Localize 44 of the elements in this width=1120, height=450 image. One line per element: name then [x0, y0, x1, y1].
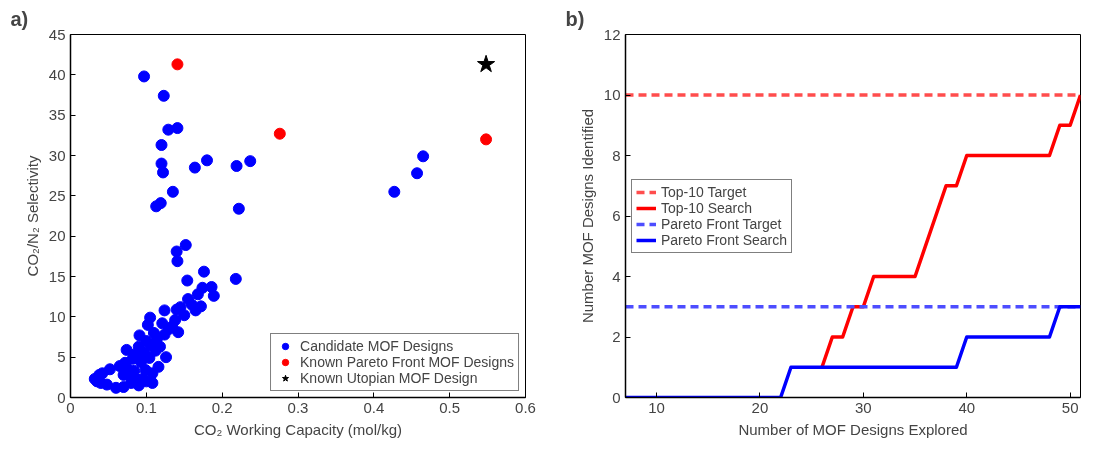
y-tick-label: 20	[48, 227, 66, 245]
y-tick-label: 10	[48, 307, 66, 325]
legend-label: Candidate MOF Designs	[300, 338, 454, 354]
legend-label: Top-10 Search	[661, 199, 753, 216]
point	[273, 127, 286, 140]
x-tick-label: 0.4	[363, 398, 385, 416]
y-tick-label: 6	[612, 207, 621, 224]
y-tick-label: 30	[48, 146, 66, 164]
x-tick-label: 10	[648, 398, 665, 416]
legend-label: Pareto Front Search	[661, 231, 788, 248]
x-axis-title: Number of MOF Designs Explored	[738, 420, 968, 438]
y-axis-title: CO₂/N₂ Selectivity	[23, 155, 41, 277]
y-tick-label: 35	[48, 106, 66, 124]
x-tick-label: 50	[1061, 398, 1079, 416]
legend-label: Top-10 Target	[661, 183, 747, 200]
x-tick-label: 0.3	[287, 398, 309, 416]
y-tick-label: 40	[48, 65, 66, 83]
x-tick-label: 0.2	[211, 398, 233, 416]
x-tick-label: 0.5	[439, 398, 461, 416]
point	[477, 54, 496, 73]
x-tick-label: 20	[751, 398, 769, 416]
point	[171, 58, 184, 71]
y-tick-label: 5	[57, 348, 66, 366]
y-tick-label: 25	[48, 186, 66, 204]
chart-title: a)	[10, 7, 29, 30]
x-axis-title: CO₂ Working Capacity (mol/kg)	[193, 420, 403, 438]
x-tick-label: 0.1	[135, 398, 157, 416]
y-tick-label: 15	[48, 267, 66, 285]
point	[480, 133, 493, 146]
x-tick-label: 40	[958, 398, 976, 416]
y-tick-label: 2	[612, 328, 621, 345]
y-tick-label: 8	[612, 146, 621, 164]
legend-label: Known Pareto Front MOF Designs	[300, 354, 514, 370]
x-tick-label: 30	[855, 398, 872, 416]
y-tick-label: 4	[612, 267, 621, 285]
chart-title: b)	[565, 7, 585, 30]
x-tick-label: 0.6	[515, 398, 536, 416]
y-tick-label: 10	[603, 86, 621, 103]
y-tick-label: 45	[48, 25, 66, 43]
legend-label: Pareto Front Target	[661, 215, 782, 232]
y-tick-label: 12	[603, 25, 621, 43]
y-axis-title: Number MOF Designs Identified	[578, 108, 596, 324]
line-series	[820, 93, 1081, 369]
legend-label: Known Utopian MOF Design	[300, 370, 478, 386]
